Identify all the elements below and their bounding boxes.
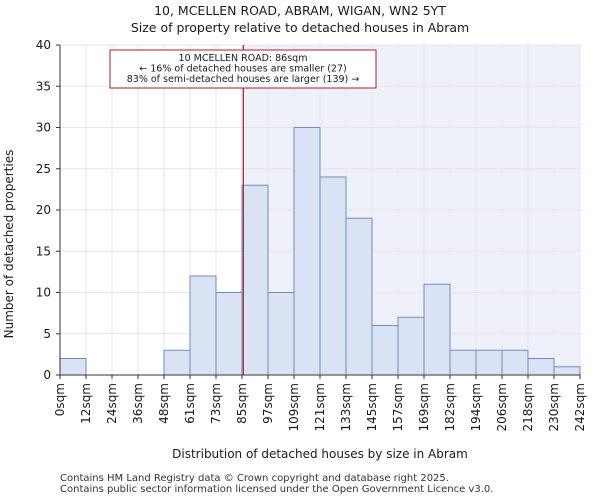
x-tick-label: 48sqm — [157, 383, 171, 424]
histogram-bar — [397, 316, 425, 376]
x-tick-label: 109sqm — [287, 383, 301, 431]
x-tick-label: 85sqm — [235, 383, 249, 424]
x-tick-label: 133sqm — [339, 383, 353, 431]
x-axis-label: Distribution of detached houses by size … — [172, 447, 468, 461]
x-tick-label: 36sqm — [131, 383, 145, 424]
x-tick-label: 61sqm — [183, 383, 197, 424]
x-tick-label: 182sqm — [443, 383, 457, 431]
histogram-bar — [59, 358, 87, 376]
chart-title: 10, MCELLEN ROAD, ABRAM, WIGAN, WN2 5YT — [154, 3, 446, 18]
y-tick-label: 20 — [36, 203, 51, 217]
x-tick-label: 206sqm — [495, 383, 509, 431]
annotation-line: ← 16% of detached houses are smaller (27… — [139, 64, 346, 75]
chart-title-block: 10, MCELLEN ROAD, ABRAM, WIGAN, WN2 5YT … — [0, 2, 600, 36]
x-tick-label: 24sqm — [105, 383, 119, 424]
histogram-bar — [215, 292, 243, 376]
y-tick-label: 10 — [36, 286, 51, 300]
histogram-bar — [553, 366, 581, 376]
x-tick-label: 145sqm — [365, 383, 379, 431]
histogram-bar — [423, 283, 451, 376]
y-tick-label: 25 — [36, 162, 51, 176]
histogram-bar — [293, 127, 321, 376]
y-tick-label: 30 — [36, 121, 51, 135]
histogram-bar — [527, 358, 555, 376]
x-tick-label: 242sqm — [573, 383, 587, 431]
x-tick-label: 218sqm — [521, 383, 535, 431]
histogram-bar — [501, 349, 529, 376]
annotation-box — [109, 49, 377, 89]
y-tick-label: 5 — [43, 327, 51, 341]
footer-line-1: Contains HM Land Registry data © Crown c… — [60, 473, 449, 484]
x-tick-label: 169sqm — [417, 383, 431, 431]
annotation-line: 83% of semi-detached houses are larger (… — [127, 74, 360, 85]
x-tick-label: 0sqm — [53, 383, 67, 416]
x-tick-label: 97sqm — [261, 383, 275, 424]
x-tick-label: 12sqm — [79, 383, 93, 424]
x-tick-label: 121sqm — [313, 383, 327, 431]
histogram-bar — [345, 217, 373, 376]
chart-subtitle: Size of property relative to detached ho… — [130, 20, 470, 35]
histogram-bar — [475, 349, 503, 376]
x-tick-label: 194sqm — [469, 383, 483, 431]
histogram-bar — [163, 349, 191, 376]
y-tick-label: 35 — [36, 79, 51, 93]
footer: Contains HM Land Registry data © Crown c… — [60, 473, 494, 495]
annotation-line: 10 MCELLEN ROAD: 86sqm — [179, 53, 308, 64]
x-tick-label: 73sqm — [209, 383, 223, 424]
histogram-bar — [449, 349, 477, 376]
y-tick-label: 40 — [36, 38, 51, 52]
y-axis-label: Number of detached properties — [2, 150, 16, 339]
y-tick-label: 15 — [36, 244, 51, 258]
histogram-bar — [319, 176, 347, 376]
histogram-bar — [267, 292, 295, 376]
x-tick-label: 230sqm — [547, 383, 561, 431]
y-tick-label: 0 — [43, 368, 51, 382]
x-tick-label: 157sqm — [391, 383, 405, 431]
histogram-bar — [189, 275, 217, 376]
histogram-bar — [241, 184, 269, 376]
histogram-bar — [371, 325, 399, 376]
footer-line-2: Contains public sector information licen… — [60, 483, 494, 495]
